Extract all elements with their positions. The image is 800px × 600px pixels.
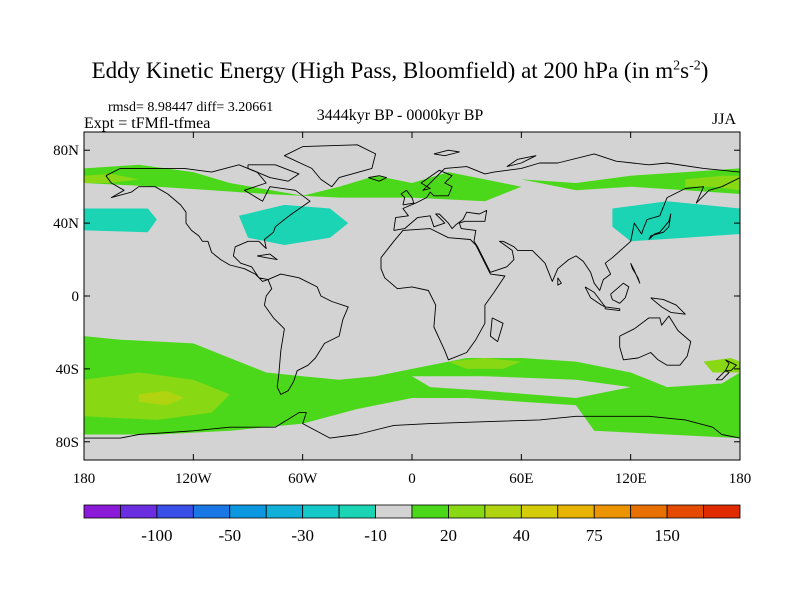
colorbar-label: 20 — [440, 526, 457, 545]
coastline-svalbard — [433, 149, 460, 157]
colorbar-label: -50 — [218, 526, 241, 545]
colorbar: -100 -50 -30 -10 20 40 75 150 — [83, 504, 741, 545]
coastline-north-america — [105, 164, 311, 282]
anomaly-region-indian-pos-core — [448, 358, 522, 369]
colorbar-box — [484, 504, 522, 519]
coastline-antarctica — [84, 412, 740, 439]
map-plot-area — [84, 132, 740, 460]
colorbar-label: 150 — [654, 526, 680, 545]
colorbar-box — [229, 504, 267, 519]
coastline-south-america — [263, 273, 349, 395]
colorbar-box — [302, 504, 340, 519]
colorbar-label: -100 — [141, 526, 172, 545]
coastline-baffin — [247, 164, 300, 182]
colorbar-box — [156, 504, 194, 519]
colorbar-box — [375, 504, 413, 519]
coastline-britain — [400, 189, 415, 206]
colorbar-box — [557, 504, 595, 519]
colorbar-box — [630, 504, 668, 519]
colorbar-box — [448, 504, 486, 519]
coastline-eurasia — [393, 153, 740, 291]
y-axis-ticks: 80N 40N 0 40S 80S — [53, 143, 740, 451]
colorbar-box — [338, 504, 376, 519]
x-tick-label: 0 — [408, 471, 416, 487]
coastline-borneo — [610, 282, 630, 304]
period-label: 3444kyr BP - 0000kyr BP — [316, 107, 484, 124]
coastline-greenland — [283, 144, 377, 188]
colorbar-box — [83, 504, 121, 519]
anomaly-region-south-pacific-pos-peak — [138, 390, 185, 406]
colorbar-box — [411, 504, 449, 519]
x-axis-ticks: 180 120W 60W 0 60E 120E 180 — [73, 132, 752, 487]
coastline-new-zealand — [724, 359, 737, 372]
coastline-iceland — [368, 175, 387, 182]
anomaly-region-alaska-pos-core — [84, 173, 139, 183]
colorbar-box — [703, 504, 741, 519]
experiment-label: Expt = tFMfl-tfmea — [84, 115, 211, 132]
anomaly-region-indian-gap — [412, 376, 631, 398]
coastline-madagascar — [489, 317, 504, 343]
anomaly-region-north-pacific-pos-core — [685, 175, 740, 191]
y-tick-label: 80S — [56, 435, 79, 451]
colorbar-box — [593, 504, 632, 519]
colorbar-box — [666, 504, 704, 519]
colorbar-label: 40 — [513, 526, 530, 545]
anomaly-region-atlantic-neg — [84, 208, 157, 233]
anomaly-region-south-pacific-pos — [84, 336, 740, 439]
chart-title: Eddy Kinetic Energy (High Pass, Bloomfie… — [91, 58, 709, 83]
colorbar-box — [120, 504, 158, 519]
anomaly-fills — [84, 164, 740, 439]
anomaly-region-us-atlantic-neg — [238, 204, 349, 245]
stats-text: rmsd= 8.98447 diff= 3.20661 — [108, 100, 274, 115]
anomaly-region-pacific-neg — [612, 201, 740, 242]
colorbar-box — [265, 504, 304, 519]
anomaly-region-north-pacific-pos — [521, 168, 740, 194]
x-tick-label: 180 — [73, 471, 96, 487]
x-tick-label: 60E — [509, 471, 533, 487]
colorbar-box — [192, 504, 231, 519]
coastline-africa — [380, 228, 506, 361]
coastlines — [84, 144, 740, 439]
colorbar-label: -30 — [291, 526, 314, 545]
coastline-sumatra — [584, 286, 606, 308]
coastline-novaya-zemlya — [506, 155, 537, 168]
y-tick-label: 0 — [72, 289, 80, 305]
y-tick-label: 80N — [53, 143, 79, 159]
coastline-java — [604, 306, 621, 312]
x-tick-label: 180 — [729, 471, 752, 487]
x-tick-label: 120E — [615, 471, 647, 487]
coastline-new-zealand-south — [715, 370, 730, 381]
anomaly-region-tasman-pos-core — [703, 358, 740, 373]
coastline-japan — [648, 213, 672, 240]
colorbar-box — [520, 504, 559, 519]
anomaly-region-north-atlantic-pos — [84, 164, 522, 202]
colorbar-label: -10 — [364, 526, 387, 545]
coastline-new-guinea — [650, 297, 686, 315]
coastline-cuba — [257, 253, 278, 261]
x-tick-label: 120W — [175, 471, 213, 487]
y-tick-label: 40S — [56, 362, 79, 378]
colorbar-label: 75 — [586, 526, 603, 545]
y-tick-label: 40N — [53, 216, 79, 232]
season-label: JJA — [712, 111, 737, 128]
coastline-australia — [619, 315, 692, 366]
x-tick-label: 60W — [288, 471, 318, 487]
coastline-sri-lanka — [557, 277, 562, 286]
coastline-philippines — [630, 263, 641, 284]
